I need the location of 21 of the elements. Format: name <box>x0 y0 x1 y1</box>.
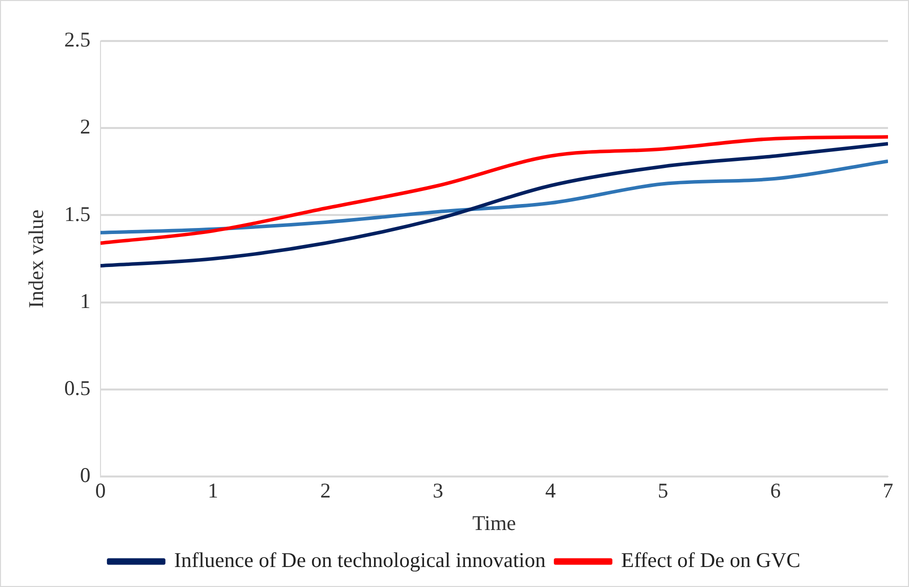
legend-label: Influence of De on technological innovation <box>174 548 546 572</box>
x-tick-label: 4 <box>545 478 556 503</box>
y-axis-title: Index value <box>24 210 48 308</box>
y-tick-label: 0 <box>80 463 90 488</box>
line-series <box>100 159 888 234</box>
x-tick-label: 1 <box>208 478 218 503</box>
x-tick-label: 6 <box>770 478 781 503</box>
x-tick-label: 3 <box>432 478 444 503</box>
x-axis-title: Time <box>472 510 516 535</box>
y-tick-label: 2 <box>80 114 90 139</box>
line-series <box>100 142 888 268</box>
y-tick-label: 0.5 <box>64 376 90 400</box>
legend-label: Effect of De on GVC <box>621 548 800 572</box>
x-tick-label: 2 <box>320 478 331 503</box>
x-tick-label: 7 <box>882 478 894 503</box>
y-tick-label: 2.5 <box>64 28 90 52</box>
line-series <box>100 135 888 245</box>
y-tick-label: 1 <box>80 288 90 313</box>
x-tick-label: 5 <box>658 478 668 503</box>
y-tick-label: 1.5 <box>64 202 90 226</box>
x-tick-label: 0 <box>95 478 106 503</box>
